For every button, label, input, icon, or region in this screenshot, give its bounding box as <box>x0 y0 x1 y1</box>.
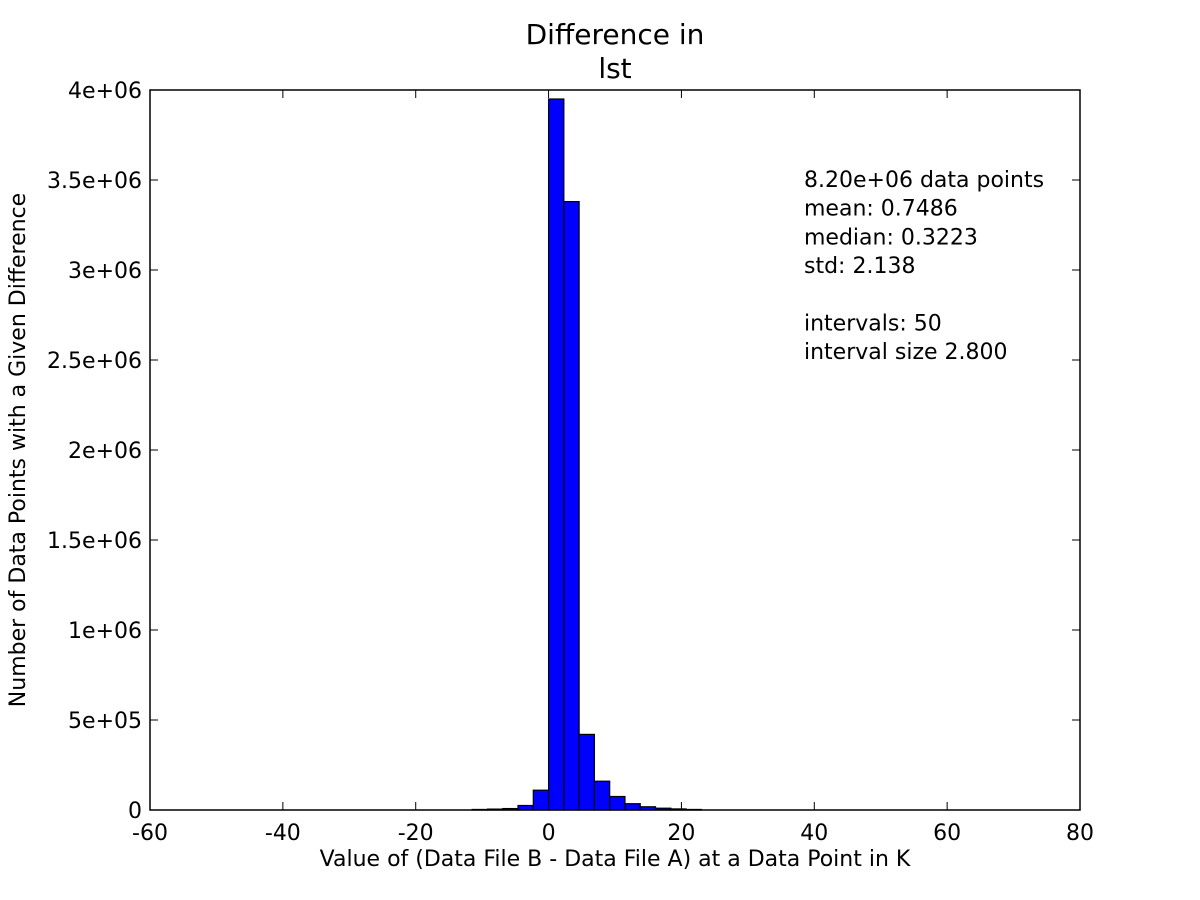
y-tick-label: 0 <box>128 799 142 824</box>
y-tick-label: 2e+06 <box>68 439 142 464</box>
plot-area-frame <box>149 89 1081 811</box>
x-axis-label: Value of (Data File B - Data File A) at … <box>320 847 911 872</box>
x-tick-label: 40 <box>800 821 828 846</box>
y-axis-label: Number of Data Points with a Given Diffe… <box>6 193 31 707</box>
x-tick-label: -40 <box>265 821 301 846</box>
histogram-bar <box>578 733 596 811</box>
annotation-line: 8.20e+06 data points <box>804 168 1044 193</box>
y-tick-label: 3e+06 <box>68 259 142 284</box>
chart-title-line-2: lst <box>598 52 631 85</box>
x-tick-label: -20 <box>398 821 434 846</box>
histogram-bar <box>593 780 611 811</box>
y-axis-ticks: 0 5e+05 1e+06 1.5e+06 2e+06 2.5e+06 3e+06 3.5e+… <box>47 79 1080 824</box>
histogram-bars <box>471 98 702 811</box>
y-tick-label: 5e+05 <box>68 709 142 734</box>
x-tick-label: 0 <box>542 821 556 846</box>
statistics-annotation: 8.20e+06 data points mean: 0.7486 median: … <box>804 168 1044 365</box>
x-tick-label: 80 <box>1066 821 1094 846</box>
y-tick-label: 4e+06 <box>68 79 142 104</box>
y-tick-label: 1e+06 <box>68 619 142 644</box>
annotation-line: mean: 0.7486 <box>804 197 958 222</box>
x-tick-label: 20 <box>667 821 695 846</box>
x-tick-label: 60 <box>933 821 961 846</box>
histogram-bar <box>609 795 626 811</box>
chart-title: Difference in lst <box>526 18 705 85</box>
y-tick-label: 2.5e+06 <box>47 349 142 374</box>
annotation-line: interval size 2.800 <box>804 340 1008 365</box>
chart-title-line-1: Difference in <box>526 18 705 51</box>
annotation-line: std: 2.138 <box>804 254 915 279</box>
annotation-line: intervals: 50 <box>804 312 942 337</box>
histogram-bar <box>624 803 641 811</box>
y-tick-label: 1.5e+06 <box>47 529 142 554</box>
histogram-bar <box>547 98 565 811</box>
x-tick-label: -60 <box>132 821 168 846</box>
x-axis-ticks: -60 -40 -20 0 20 40 60 80 <box>132 90 1094 846</box>
histogram-bar <box>563 201 580 811</box>
histogram-bar <box>532 789 550 811</box>
y-tick-label: 3.5e+06 <box>47 169 142 194</box>
annotation-line: median: 0.3223 <box>804 225 978 250</box>
